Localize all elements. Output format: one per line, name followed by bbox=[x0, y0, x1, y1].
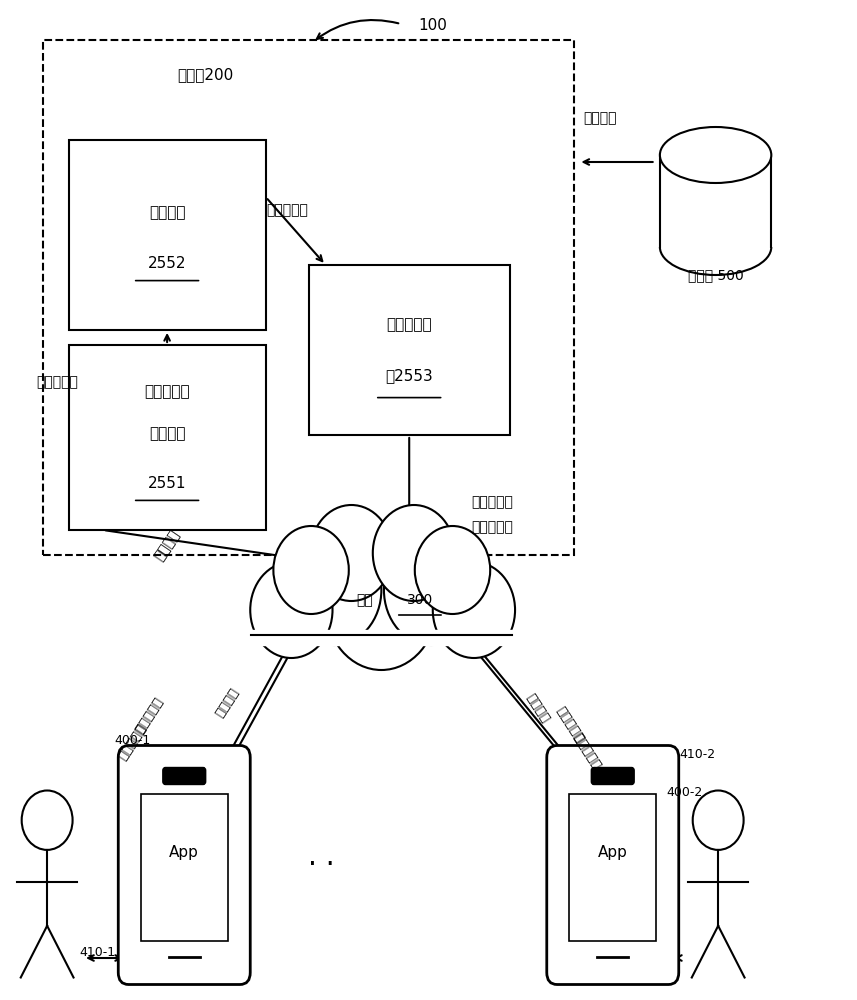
Text: 图像帧集合: 图像帧集合 bbox=[470, 495, 512, 509]
Circle shape bbox=[433, 562, 515, 658]
Circle shape bbox=[373, 505, 455, 601]
Circle shape bbox=[310, 505, 393, 601]
Circle shape bbox=[287, 535, 381, 645]
Circle shape bbox=[21, 790, 73, 850]
Circle shape bbox=[415, 526, 490, 614]
Text: 给定文本: 给定文本 bbox=[524, 691, 553, 725]
Text: 400-2: 400-2 bbox=[667, 786, 703, 800]
Text: 块2553: 块2553 bbox=[386, 368, 433, 383]
Circle shape bbox=[384, 535, 478, 645]
Text: 请求模块: 请求模块 bbox=[149, 426, 185, 441]
FancyBboxPatch shape bbox=[69, 345, 266, 530]
Text: 2552: 2552 bbox=[148, 256, 186, 271]
Text: 410-1: 410-1 bbox=[80, 946, 116, 958]
Circle shape bbox=[692, 790, 744, 850]
Text: 和音频数据: 和音频数据 bbox=[117, 722, 149, 762]
FancyBboxPatch shape bbox=[141, 794, 228, 940]
Text: 2551: 2551 bbox=[148, 476, 186, 491]
Circle shape bbox=[326, 540, 437, 670]
FancyBboxPatch shape bbox=[547, 746, 679, 984]
Text: 图像帧集合: 图像帧集合 bbox=[134, 695, 166, 735]
Text: 410-2: 410-2 bbox=[680, 748, 716, 762]
FancyBboxPatch shape bbox=[163, 768, 206, 784]
Text: 形象资源: 形象资源 bbox=[583, 111, 617, 125]
Text: 100: 100 bbox=[418, 18, 447, 33]
Text: App: App bbox=[170, 845, 199, 860]
FancyBboxPatch shape bbox=[309, 265, 510, 435]
FancyBboxPatch shape bbox=[69, 140, 266, 330]
Text: 渲染模块: 渲染模块 bbox=[149, 205, 185, 220]
Text: 给定文本: 给定文本 bbox=[152, 527, 183, 563]
Circle shape bbox=[250, 562, 333, 658]
Text: 和音频数据: 和音频数据 bbox=[470, 520, 512, 534]
Text: 400-1: 400-1 bbox=[114, 734, 150, 746]
Ellipse shape bbox=[660, 127, 771, 183]
FancyBboxPatch shape bbox=[569, 794, 656, 940]
Text: App: App bbox=[598, 845, 627, 860]
Text: 视频推流模: 视频推流模 bbox=[387, 317, 432, 332]
Text: 图像帧集合: 图像帧集合 bbox=[554, 705, 586, 745]
FancyBboxPatch shape bbox=[43, 40, 574, 555]
FancyBboxPatch shape bbox=[118, 746, 250, 984]
Text: 推流数据包: 推流数据包 bbox=[267, 203, 308, 217]
Text: 网络: 网络 bbox=[356, 593, 373, 607]
Text: 媒体数据包: 媒体数据包 bbox=[36, 375, 78, 389]
FancyBboxPatch shape bbox=[591, 768, 634, 784]
Text: 数据库 500: 数据库 500 bbox=[687, 268, 744, 282]
Text: 300: 300 bbox=[407, 593, 433, 607]
Text: 和音频数据: 和音频数据 bbox=[571, 732, 603, 772]
Text: 给定文本: 给定文本 bbox=[213, 686, 242, 720]
Text: · ·: · · bbox=[308, 851, 335, 879]
Circle shape bbox=[273, 526, 349, 614]
Text: 服务器200: 服务器200 bbox=[177, 68, 234, 83]
Text: 文本转语音: 文本转语音 bbox=[144, 384, 190, 399]
Polygon shape bbox=[660, 155, 771, 247]
